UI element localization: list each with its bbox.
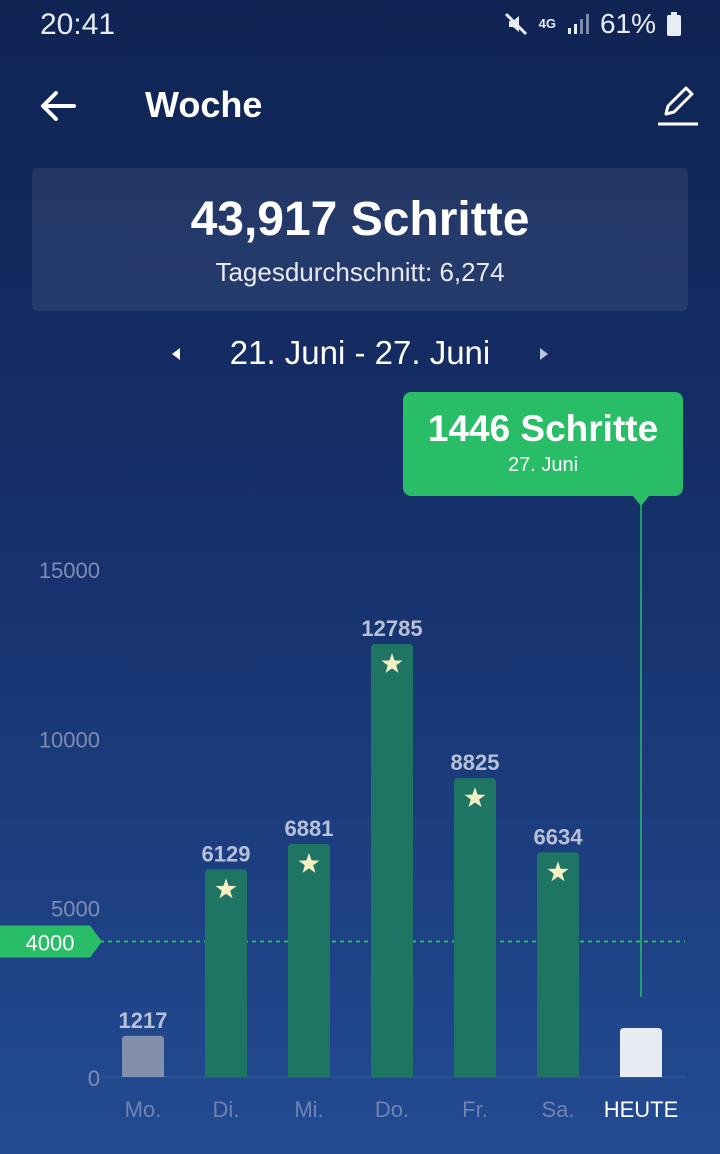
status-bar: 20:41 4G 61% xyxy=(0,0,720,52)
x-category-label[interactable]: HEUTE xyxy=(604,1097,679,1122)
battery-percent: 61% xyxy=(599,8,656,39)
arrow-left-icon xyxy=(41,91,76,121)
bar-value-label: 8825 xyxy=(451,750,500,775)
battery-icon xyxy=(667,12,681,36)
date-range-nav: 21. Juni - 27. Juni xyxy=(0,330,720,380)
daily-average-value: 6,274 xyxy=(439,257,505,287)
mute-icon xyxy=(504,12,527,36)
summary-card: 43,917 Schritte Tagesdurchschnitt: 6,274 xyxy=(32,168,688,311)
next-week-button[interactable] xyxy=(536,342,556,366)
bar-value-label: 12785 xyxy=(361,616,422,641)
bar-value-label: 6634 xyxy=(534,824,584,849)
bar-value-label: 6129 xyxy=(202,841,251,866)
tooltip-steps: 1446 Schritte xyxy=(427,408,659,449)
edit-button[interactable] xyxy=(656,80,700,128)
previous-week-button[interactable] xyxy=(166,342,186,366)
bar-mi[interactable] xyxy=(288,843,330,1077)
daily-average-label: Tagesdurchschnitt: xyxy=(215,257,433,287)
app-bar: Woche xyxy=(0,70,720,142)
x-category-label[interactable]: Fr. xyxy=(462,1097,488,1122)
caret-right-icon xyxy=(540,348,548,360)
x-category-label[interactable]: Do. xyxy=(375,1097,409,1122)
star-icon xyxy=(464,787,486,807)
y-tick-label: 15000 xyxy=(39,558,100,583)
tooltip-date: 27. Juni xyxy=(507,454,579,476)
pencil-icon xyxy=(658,86,698,126)
star-icon xyxy=(298,853,320,873)
status-time: 20:41 xyxy=(40,8,116,41)
daily-average: Tagesdurchschnitt: 6,274 xyxy=(32,257,688,288)
page-title: Woche xyxy=(145,84,263,125)
star-icon xyxy=(547,861,569,882)
date-range: 21. Juni - 27. Juni xyxy=(229,334,491,371)
bar-value-label: 1217 xyxy=(119,1008,168,1033)
goal-label: 4000 xyxy=(26,931,75,956)
bar-value-label: 6881 xyxy=(285,816,334,841)
signal-icon xyxy=(567,14,589,34)
x-category-label[interactable]: Di. xyxy=(213,1097,240,1122)
network-label: 4G xyxy=(538,16,556,31)
bar-di[interactable] xyxy=(205,869,247,1077)
total-steps: 43,917 Schritte xyxy=(190,193,530,246)
x-category-label[interactable]: Mi. xyxy=(294,1097,323,1122)
star-icon xyxy=(215,878,237,899)
x-category-label[interactable]: Mo. xyxy=(125,1097,162,1122)
bar-do[interactable] xyxy=(371,644,413,1077)
bar-fr[interactable] xyxy=(454,778,496,1077)
y-tick-label: 0 xyxy=(88,1066,100,1091)
status-icons: 4G 61% xyxy=(503,8,682,40)
goal-flag xyxy=(0,925,102,958)
bar-heute[interactable] xyxy=(620,1028,662,1077)
x-category-label[interactable]: Sa. xyxy=(541,1097,574,1122)
star-icon xyxy=(381,653,403,673)
caret-left-icon xyxy=(172,348,180,360)
y-tick-label: 10000 xyxy=(39,727,100,752)
bar-sa[interactable] xyxy=(537,852,579,1077)
selected-day-tooltip: 1446 Schritte 27. Juni xyxy=(403,392,683,506)
back-button[interactable] xyxy=(36,84,80,128)
y-tick-label: 5000 xyxy=(51,897,100,922)
bar-mo[interactable] xyxy=(122,1035,164,1077)
